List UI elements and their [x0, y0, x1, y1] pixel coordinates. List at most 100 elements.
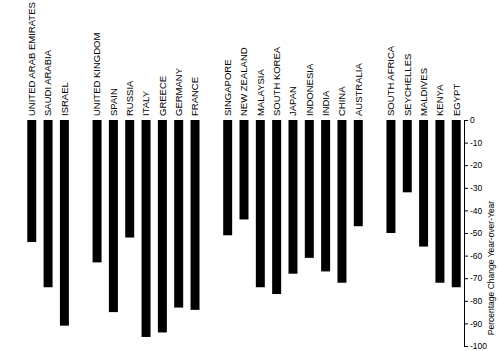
- x-tick: CHINA: [336, 86, 347, 116]
- y-tick: -30: [464, 183, 483, 193]
- bars: [27, 120, 460, 337]
- y-tick-label: -50: [470, 228, 483, 238]
- category-label: SEYCHELLES: [402, 54, 413, 116]
- y-tick-mark: [464, 301, 468, 302]
- bar: [240, 120, 249, 219]
- x-tick: ISRAEL: [59, 82, 70, 116]
- x-tick: JAPAN: [287, 86, 298, 116]
- category-label: EGYPT: [451, 84, 462, 116]
- y-tick-mark: [464, 233, 468, 234]
- bar: [125, 120, 134, 238]
- x-tick: EGYPT: [451, 84, 462, 116]
- chart: UNITED ARAB EMIRATES SAUDI ARABIA ISRAEL UN…: [0, 0, 500, 351]
- bar: [386, 120, 395, 233]
- bar: [60, 120, 69, 326]
- bar: [337, 120, 346, 283]
- bar: [288, 120, 297, 274]
- bar: [452, 120, 461, 287]
- category-label: RUSSIA: [124, 80, 135, 116]
- bar: [109, 120, 118, 312]
- bar: [158, 120, 167, 332]
- category-label: SAUDI ARABIA: [42, 49, 53, 116]
- y-tick-label: -90: [470, 319, 483, 329]
- y-tick-mark: [464, 188, 468, 189]
- bar: [354, 120, 363, 226]
- category-label: GREECE: [157, 76, 168, 116]
- y-tick-label: -10: [470, 138, 483, 148]
- category-label: UNITED KINGDOM: [91, 33, 102, 116]
- bar: [403, 120, 412, 192]
- bar: [27, 120, 36, 242]
- y-tick-label: -70: [470, 273, 483, 283]
- x-tick: SPAIN: [108, 88, 119, 116]
- x-tick: SOUTH AFRICA: [385, 45, 396, 116]
- x-tick: SEYCHELLES: [402, 54, 413, 116]
- bar: [44, 120, 53, 287]
- bar: [93, 120, 102, 262]
- category-label: MALDIVES: [418, 68, 429, 116]
- bar: [419, 120, 428, 247]
- bar: [256, 120, 265, 287]
- y-tick: -90: [464, 319, 483, 329]
- x-tick: UNITED KINGDOM: [91, 33, 102, 116]
- category-label: SOUTH AFRICA: [385, 45, 396, 116]
- x-tick: FRANCE: [189, 77, 200, 116]
- y-tick: -60: [464, 251, 483, 261]
- x-tick: KENYA: [434, 84, 445, 116]
- category-label: SPAIN: [108, 88, 119, 116]
- y-tick-mark: [464, 323, 468, 324]
- x-tick: GREECE: [157, 76, 168, 116]
- category-label: NEW ZEALAND: [238, 47, 249, 116]
- category-label: SOUTH KOREA: [271, 46, 282, 116]
- bar: [305, 120, 314, 258]
- x-tick: SINGAPORE: [222, 60, 233, 117]
- x-tick: SOUTH KOREA: [271, 46, 282, 116]
- y-tick-mark: [464, 346, 468, 347]
- y-axis-title: Percentage Change Year-over-Year: [486, 201, 496, 336]
- category-label: MALAYSIA: [255, 69, 266, 116]
- x-tick: GERMANY: [173, 67, 184, 116]
- category-label: FRANCE: [189, 77, 200, 116]
- x-tick: ITALY: [140, 90, 151, 116]
- y-tick-mark: [464, 210, 468, 211]
- y-tick-mark: [464, 256, 468, 257]
- x-axis: UNITED ARAB EMIRATES SAUDI ARABIA ISRAEL UN…: [26, 2, 461, 116]
- bar: [174, 120, 183, 308]
- y-tick-label: -40: [470, 206, 483, 216]
- x-tick: UNITED ARAB EMIRATES: [26, 2, 37, 116]
- y-tick-mark: [464, 165, 468, 166]
- y-tick-mark: [464, 278, 468, 279]
- x-tick: MALDIVES: [418, 68, 429, 116]
- y-tick-mark: [464, 120, 468, 121]
- x-tick: INDONESIA: [304, 63, 315, 116]
- y-tick-label: -20: [470, 160, 483, 170]
- y-tick: -100: [464, 341, 487, 351]
- category-label: CHINA: [336, 86, 347, 116]
- y-tick-label: 0: [470, 115, 475, 125]
- category-label: INDONESIA: [304, 63, 315, 116]
- category-label: UNITED ARAB EMIRATES: [26, 2, 37, 116]
- x-tick: SAUDI ARABIA: [42, 49, 53, 116]
- y-axis-line: [465, 121, 469, 347]
- y-tick: 0: [464, 115, 475, 125]
- x-tick: RUSSIA: [124, 80, 135, 116]
- x-tick: AUSTRALIA: [353, 63, 364, 116]
- y-tick: -20: [464, 160, 483, 170]
- y-axis: 0 -10 -20 -30 -40 -50 -60 -70 -80 -90 -100: [464, 115, 487, 351]
- y-tick: -80: [464, 296, 483, 306]
- category-label: ISRAEL: [59, 82, 70, 116]
- category-label: GERMANY: [173, 67, 184, 116]
- category-label: KENYA: [434, 84, 445, 116]
- y-tick-label: -100: [470, 341, 487, 351]
- x-tick: MALAYSIA: [255, 69, 266, 116]
- y-tick: -10: [464, 138, 483, 148]
- y-tick: -50: [464, 228, 483, 238]
- x-tick: NEW ZEALAND: [238, 47, 249, 116]
- bar: [223, 120, 232, 235]
- category-label: INDIA: [320, 90, 331, 116]
- category-label: AUSTRALIA: [353, 63, 364, 116]
- category-label: JAPAN: [287, 86, 298, 116]
- bar: [321, 120, 330, 271]
- y-tick: -70: [464, 273, 483, 283]
- bar: [272, 120, 281, 294]
